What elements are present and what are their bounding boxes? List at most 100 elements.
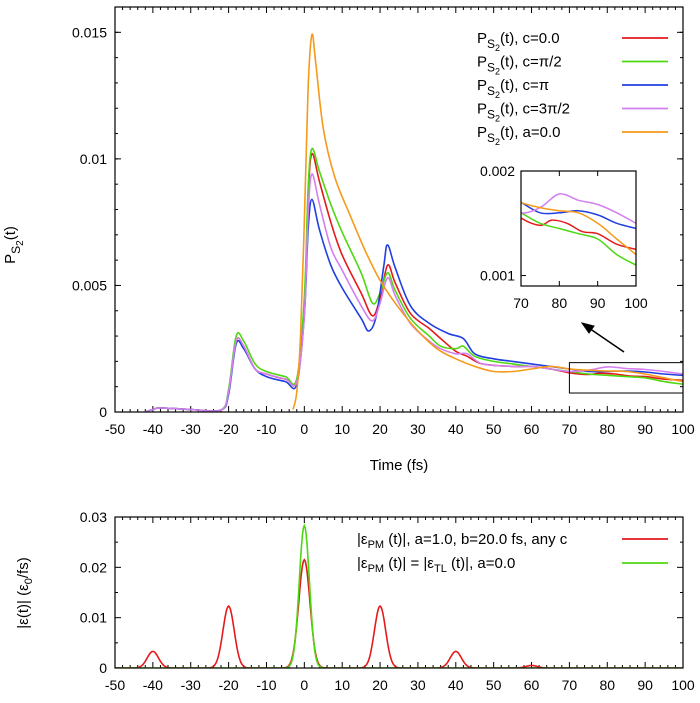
main-plot: -50 -40 -30 -20 -10 0 10 20 30 40 50 60 70 80 90 100 0 0.…	[2, 6, 695, 474]
legend-label-part: S	[487, 84, 495, 98]
x-tick-label: -10	[256, 421, 276, 437]
y-axis-title: PS2(t)	[2, 226, 26, 264]
x-tick-label: -40	[143, 421, 163, 437]
series-lines	[145, 33, 683, 412]
field-legend-label-part: PM	[368, 539, 385, 551]
y-tick-label: 0	[99, 404, 107, 420]
x-tick-label: 40	[448, 421, 464, 437]
x-tick-label: 90	[637, 421, 653, 437]
x-tick-label: 60	[524, 421, 540, 437]
legend-label-part: (t), a=0.0	[500, 124, 560, 141]
field-x-tick-label: 60	[524, 677, 540, 693]
legend-label-part: (t), c=3π/2	[500, 101, 570, 118]
inset-x-tick-label: 80	[552, 295, 568, 311]
field-x-tick-label: -40	[143, 677, 163, 693]
field-y-tick-label: 0.01	[80, 610, 107, 626]
inset-series-lines	[521, 193, 636, 266]
plot-frame	[114, 6, 684, 413]
inset-y-tick-label: 0.001	[480, 268, 515, 284]
field-x-tick-label: -30	[181, 677, 201, 693]
legend-label-part: S	[487, 108, 495, 122]
legend-label-0: PS2(t), c=0.0	[477, 30, 560, 53]
legend-label-part: (t), c=π	[500, 77, 549, 94]
inset-x-tick-label: 90	[590, 295, 606, 311]
x-tick-label: 100	[671, 421, 695, 437]
legend-label-part: P	[477, 30, 487, 47]
field-y-tick-label: 0.02	[80, 559, 107, 575]
legend-label-part: 2	[495, 137, 500, 147]
field-y-axis-title-part-1: 0	[23, 578, 35, 584]
field-x-tick-label: 0	[300, 677, 308, 693]
legend-label-part: P	[477, 54, 487, 71]
x-tick-label: -20	[218, 421, 238, 437]
legend-label-3: PS2(t), c=3π/2	[477, 101, 570, 124]
field-y-axis-title-part-0: |ε(t)| (ε	[15, 584, 32, 629]
x-tick-label: 30	[410, 421, 426, 437]
field-legend-label-part: (t)|, a=0.0	[447, 555, 516, 572]
zoom-arrow	[585, 325, 625, 353]
inset-series-line-0	[521, 217, 636, 251]
field-legend-label-1: |εPM (t)| = |εTL (t)|, a=0.0	[357, 555, 515, 575]
legend-bottom: |εPM (t)|, a=1.0, b=20.0 fs, any c|εPM (…	[357, 531, 668, 575]
field-legend-label-part: TL	[434, 563, 447, 575]
field-x-tick-label: 10	[334, 677, 350, 693]
legend-label-part: 2	[495, 114, 500, 124]
legend-label-part: (t), c=π/2	[500, 54, 562, 71]
zoom-region-box	[568, 362, 684, 394]
field-x-tick-label: 90	[637, 677, 653, 693]
inset-series-line-3	[521, 193, 636, 224]
zoom-arrow-head	[580, 322, 595, 334]
legend-label-1: PS2(t), c=π/2	[477, 54, 562, 77]
legend-label-part: 2	[495, 90, 500, 100]
field-legend-label-part: |ε	[357, 531, 368, 548]
y-tick-label: 0.01	[80, 151, 107, 167]
legend-label-part: S	[487, 37, 495, 51]
x-tick-label: 70	[562, 421, 578, 437]
x-tick-label: 80	[599, 421, 615, 437]
legend-label-part: P	[477, 101, 487, 118]
field-x-tick-label: 50	[486, 677, 502, 693]
field-y-axis-title-part-2: /fs)	[15, 557, 32, 578]
x-tick-label: -30	[181, 421, 201, 437]
field-x-tick-label: 70	[562, 677, 578, 693]
field-x-tick-label: 30	[410, 677, 426, 693]
legend-label-part: P	[477, 77, 487, 94]
x-tick-label: 10	[334, 421, 350, 437]
field-y-tick-label: 0	[99, 660, 107, 676]
inset-plot: 70 80 90 100 0.001 0.002	[480, 163, 648, 311]
field-plot: -50 -40 -30 -20 -10 0 10 20 30 40 50 60 70 80 90 100 0 0.…	[15, 509, 695, 693]
inset-frame	[520, 170, 637, 287]
y-tick-label: 0.005	[72, 277, 107, 293]
x-tick-label: 20	[372, 421, 388, 437]
field-x-tick-label: 20	[372, 677, 388, 693]
legend-label-part: 2	[495, 67, 500, 77]
x-axis-title: Time (fs)	[370, 457, 429, 474]
field-plot-frame	[114, 516, 684, 669]
field-legend-label-part: PM	[368, 563, 385, 575]
field-x-tick-label: -50	[105, 677, 125, 693]
y-axis-title-part-0: P	[2, 254, 19, 264]
legend-label-2: PS2(t), c=π	[477, 77, 549, 100]
field-series-line-0	[115, 558, 683, 668]
field-x-tick-label: -10	[256, 677, 276, 693]
x-tick-label: -50	[105, 421, 125, 437]
inset-x-tick-label: 100	[624, 295, 648, 311]
inset-series-line-1	[521, 211, 636, 266]
x-tick-label: 50	[486, 421, 502, 437]
field-x-tick-label: -20	[218, 677, 238, 693]
x-tick-label: 0	[300, 421, 308, 437]
series-line-3	[145, 173, 683, 412]
inset-x-tick-label: 70	[513, 295, 529, 311]
y-axis-title-part-2: 2	[15, 240, 26, 246]
legend-label-part: S	[487, 61, 495, 75]
field-legend-label-part: (t)| = |ε	[384, 555, 434, 572]
field-legend-label-part: (t)|, a=1.0, b=20.0 fs, any c	[384, 531, 568, 548]
field-y-axis-title: |ε(t)| (ε0/fs)	[15, 557, 35, 628]
inset-series-line-4	[521, 201, 636, 256]
y-tick-label: 0.015	[72, 24, 107, 40]
legend-label-part: P	[477, 124, 487, 141]
field-legend-label-0: |εPM (t)|, a=1.0, b=20.0 fs, any c	[357, 531, 568, 551]
field-y-tick-label: 0.03	[80, 509, 107, 525]
